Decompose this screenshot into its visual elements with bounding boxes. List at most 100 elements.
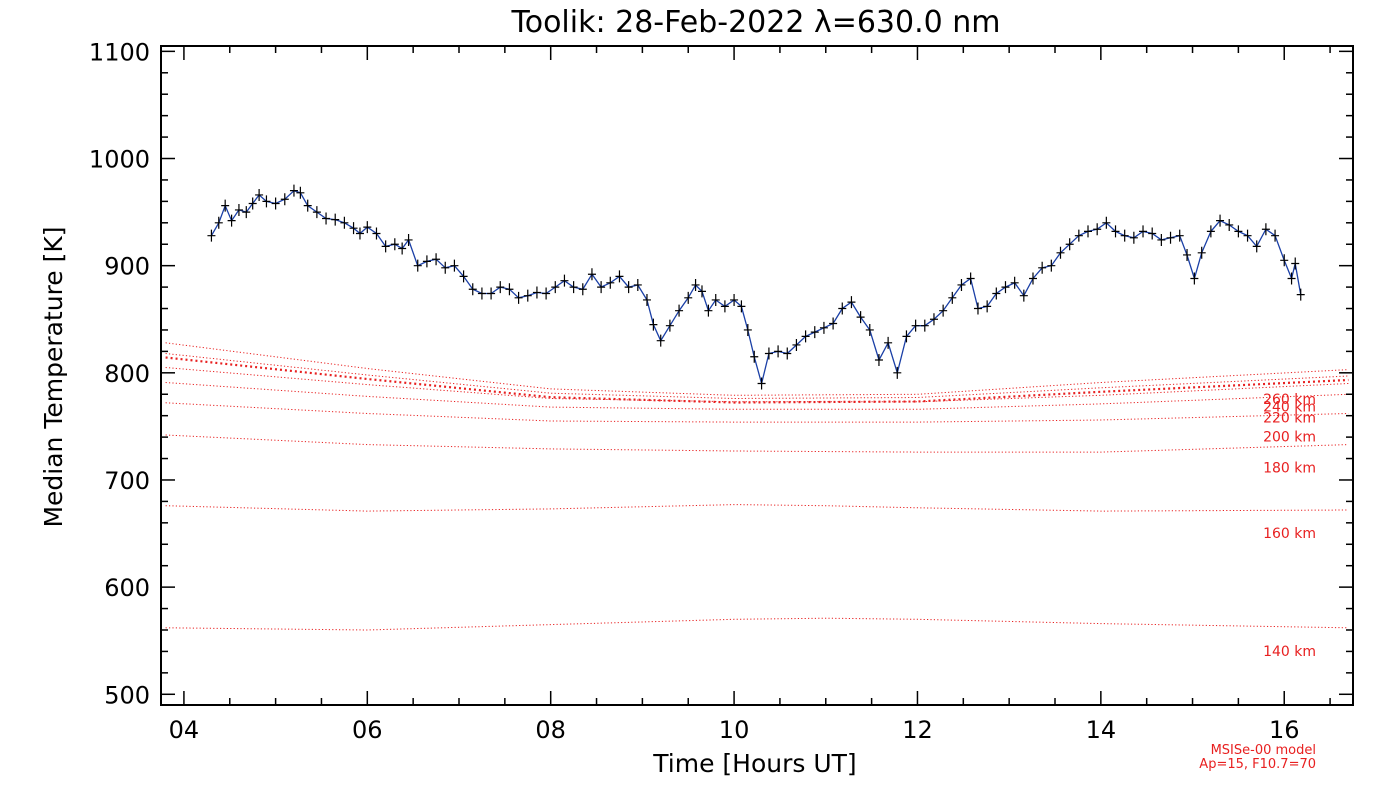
model-curve-3: [165, 402, 1349, 423]
measured-line: [210, 189, 1302, 387]
model-note-line-1: MSISe-00 model: [1211, 743, 1316, 758]
data-point: [684, 291, 693, 304]
model-label-4: 220 km: [1263, 410, 1316, 426]
data-point: [1206, 225, 1215, 238]
data-point: [532, 286, 541, 299]
data-point: [578, 283, 587, 296]
y-tick-label: 800: [104, 360, 150, 388]
data-point: [1197, 246, 1206, 259]
data-point: [542, 287, 551, 300]
data-point: [801, 330, 810, 343]
data-point: [1190, 272, 1199, 285]
data-point: [774, 345, 783, 358]
data-point: [468, 283, 477, 296]
axes: [160, 45, 1354, 706]
data-point: [893, 366, 902, 379]
data-point: [1047, 259, 1056, 272]
data-point: [1261, 223, 1270, 236]
data-point: [597, 281, 606, 294]
data-point: [743, 323, 752, 336]
data-point: [355, 227, 364, 240]
data-point: [920, 319, 929, 332]
data-point: [624, 281, 633, 294]
model-label-1: 160 km: [1263, 526, 1316, 542]
data-point: [248, 197, 257, 210]
data-point: [884, 336, 893, 349]
tick-labels: 04 06 08 10 12 14 16 500 600 700 800 900 1000 1100: [89, 38, 1300, 744]
x-tick-label: 12: [902, 716, 933, 744]
data-point: [1056, 246, 1065, 259]
x-tick-label: 06: [352, 716, 383, 744]
data-point: [1287, 272, 1296, 285]
data-point: [496, 281, 505, 294]
data-point: [911, 319, 920, 332]
data-point: [819, 321, 828, 334]
data-point: [271, 197, 280, 210]
data-point: [207, 229, 216, 242]
data-point: [750, 350, 759, 363]
data-point: [948, 291, 957, 304]
x-tick-label: 10: [719, 716, 750, 744]
data-point: [404, 233, 413, 246]
data-point: [363, 221, 372, 234]
data-point: [1252, 240, 1261, 253]
data-point: [432, 253, 441, 266]
data-point: [847, 296, 856, 309]
data-point: [551, 281, 560, 294]
data-point: [720, 300, 729, 313]
model-label-5: 240 km: [1263, 400, 1316, 416]
data-point: [322, 212, 331, 225]
model-curves: [165, 342, 1349, 631]
data-point: [234, 203, 243, 216]
data-point: [255, 188, 264, 201]
data-point: [1028, 272, 1037, 285]
data-point: [973, 302, 982, 315]
data-point: [1129, 231, 1138, 244]
data-point: [691, 278, 700, 291]
data-point: [505, 283, 514, 296]
data-point: [810, 326, 819, 339]
y-tick-label: 1100: [89, 38, 150, 66]
data-point: [615, 270, 624, 283]
data-point: [398, 242, 407, 255]
data-point: [865, 323, 874, 336]
chart-title: Toolik: 28-Feb-2022 λ=630.0 nm: [511, 5, 1001, 40]
data-point: [665, 319, 674, 332]
data-point: [902, 330, 911, 343]
data-point: [606, 276, 615, 289]
data-point: [829, 317, 838, 330]
data-point: [1225, 218, 1234, 231]
data-point: [1148, 227, 1157, 240]
data-point: [1010, 276, 1019, 289]
data-point: [1019, 289, 1028, 302]
y-tick-label: 1000: [89, 146, 150, 174]
data-point: [711, 293, 720, 306]
model-curve-1: [165, 504, 1349, 512]
data-point: [459, 270, 468, 283]
data-point: [957, 278, 966, 291]
model-label-3: 200 km: [1263, 430, 1316, 446]
y-tick-label: 900: [104, 253, 150, 281]
data-point: [704, 304, 713, 317]
data-point: [587, 268, 596, 281]
data-point: [1111, 225, 1120, 238]
data-point: [1280, 254, 1289, 267]
data-point: [838, 302, 847, 315]
data-point: [1084, 225, 1093, 238]
data-point: [390, 238, 399, 251]
data-point: [1166, 231, 1175, 244]
model-curve-0: [165, 617, 1349, 631]
data-point: [1139, 225, 1148, 238]
data-point: [649, 318, 658, 331]
data-point: [792, 338, 801, 351]
data-point: [349, 222, 358, 235]
data-point: [296, 186, 305, 199]
model-label-2: 180 km: [1263, 461, 1316, 477]
data-point: [1296, 288, 1305, 301]
data-point: [1065, 238, 1074, 251]
data-point: [929, 313, 938, 326]
model-curve-4: [165, 382, 1349, 410]
measured-series: [207, 184, 1305, 390]
y-tick-label: 500: [104, 681, 150, 709]
